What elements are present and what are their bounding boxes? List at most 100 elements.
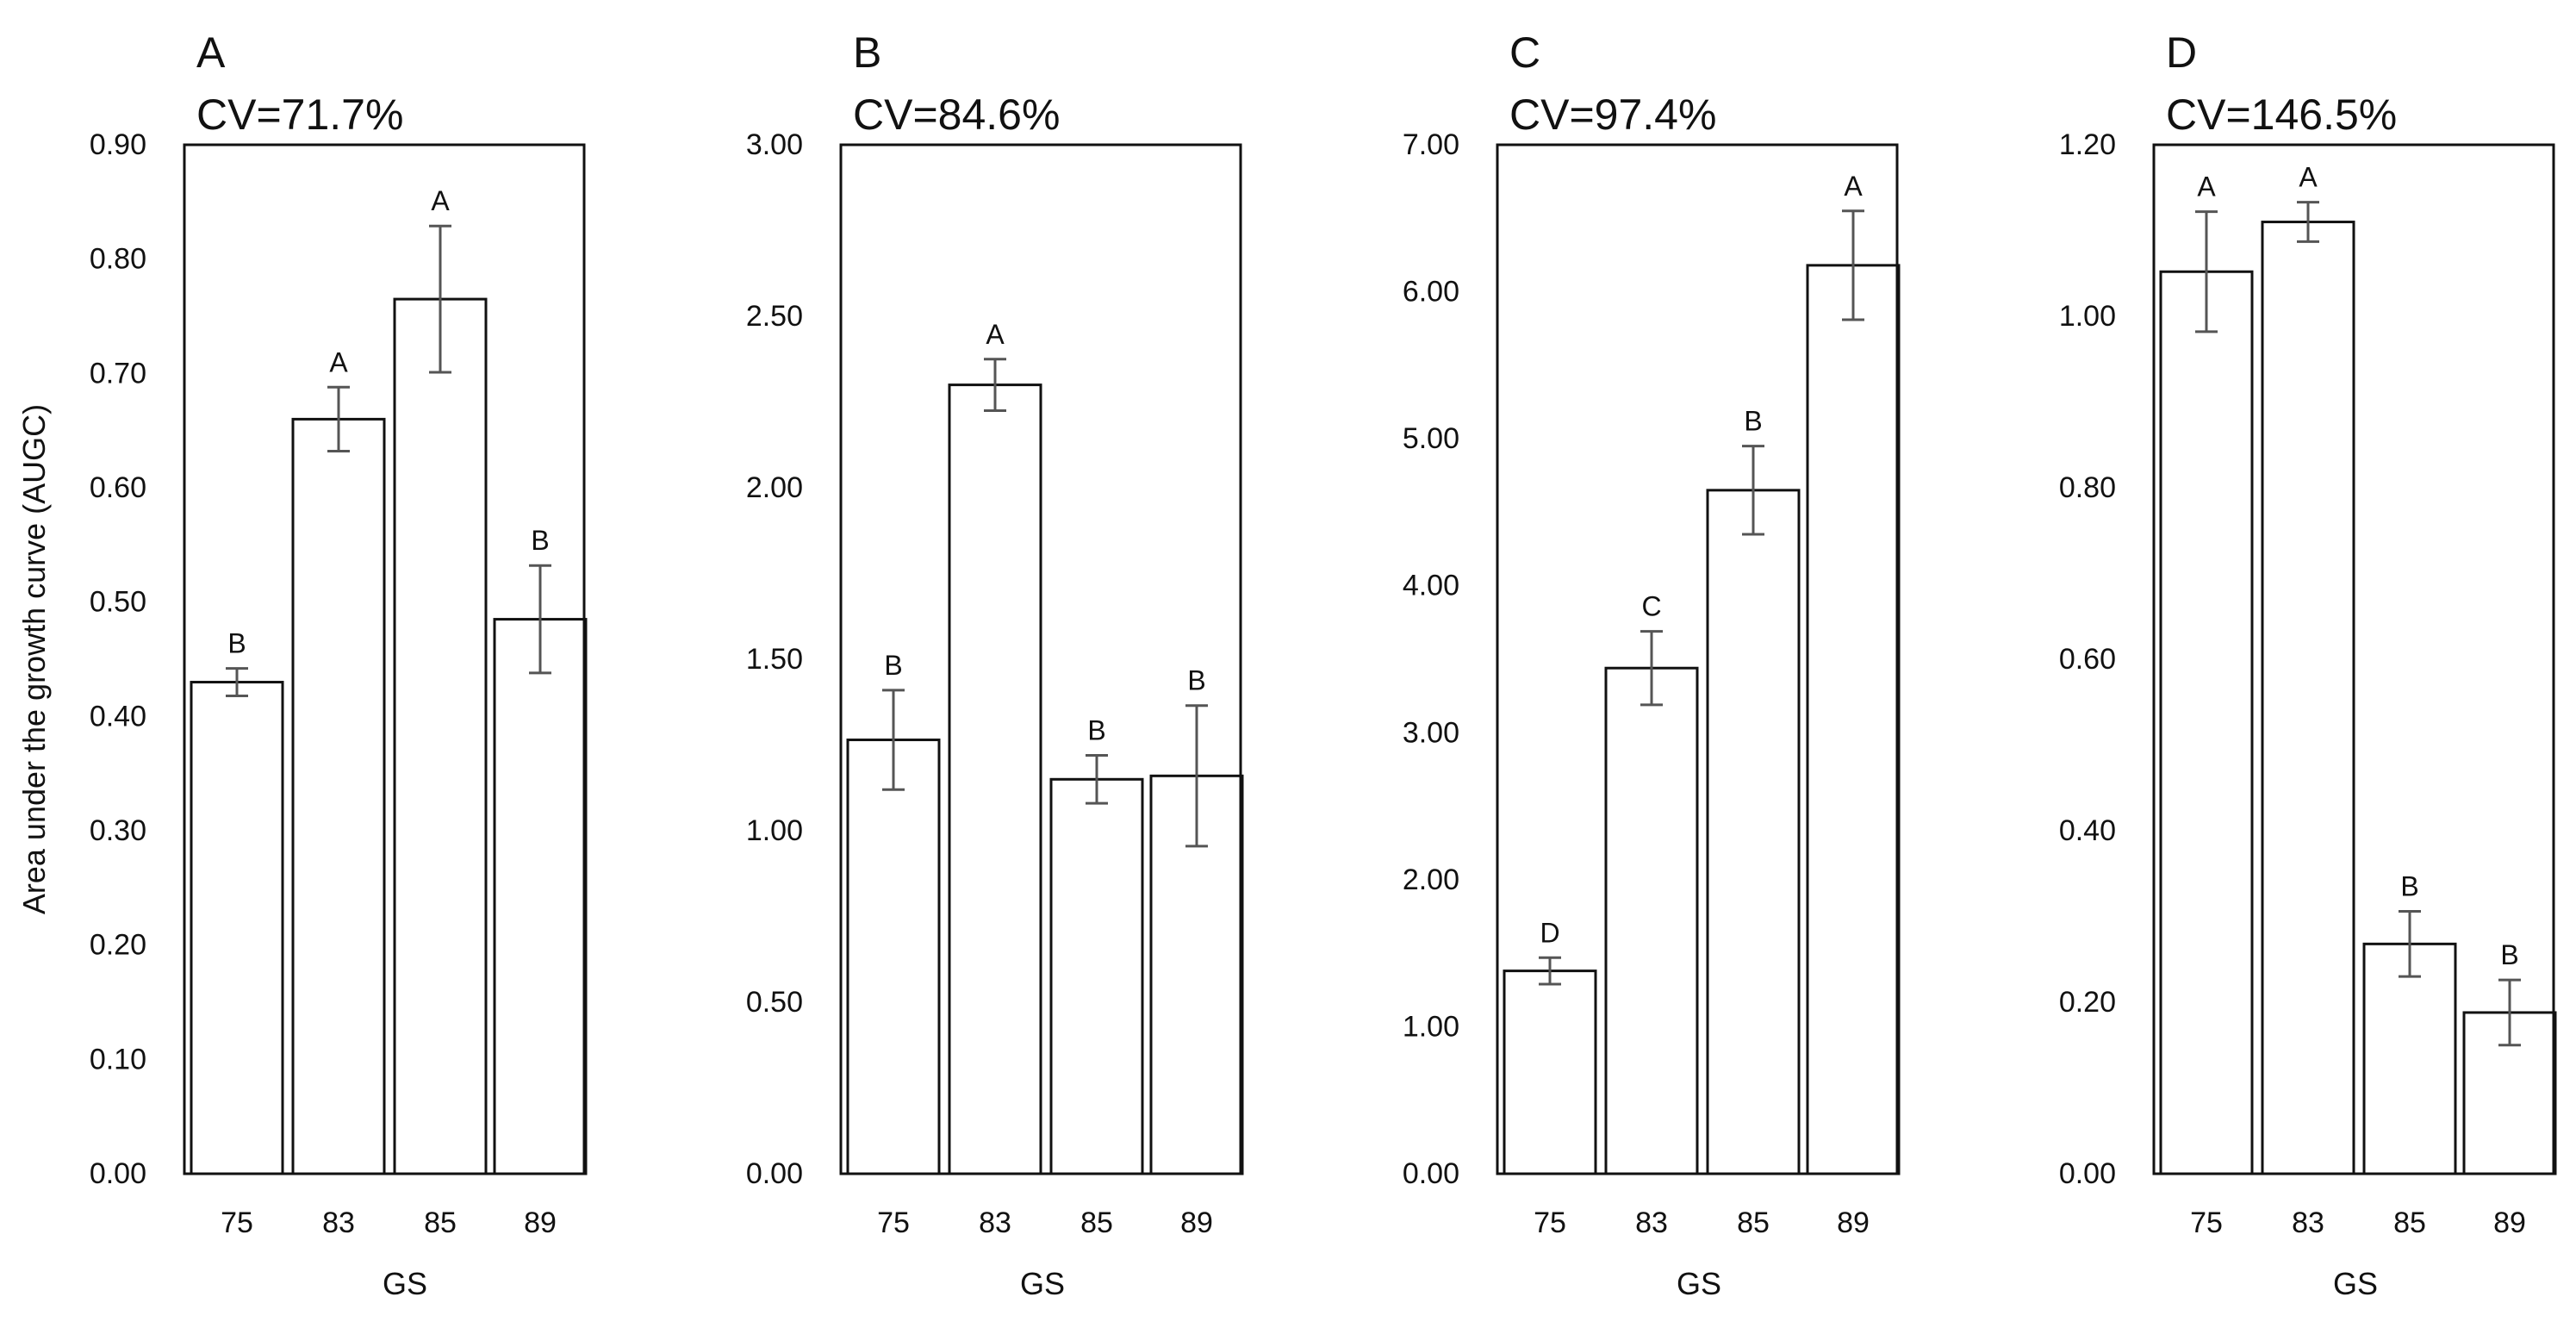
x-tick-label: 83: [979, 1206, 1011, 1239]
panel-c: C CV=97.4% 0.00 1.00 2.00 3.00 4.00 5.00 6.00 7.0…: [1403, 28, 1901, 1301]
significance-letter: A: [431, 185, 450, 216]
significance-letter: A: [986, 319, 1005, 350]
y-tick-label: 0.70: [90, 357, 146, 390]
bar-75: [846, 739, 941, 1175]
panel-d: D CV=146.5% 0.00 0.20 0.40 0.60 0.80 1.00 1.20 A 7…: [2059, 28, 2557, 1301]
significance-letter: C: [1641, 591, 1661, 622]
panel-letter: B: [853, 28, 881, 77]
x-axis-title: GS: [383, 1266, 427, 1301]
y-tick-label: 0.00: [746, 1157, 803, 1190]
y-tick-label: 0.50: [90, 586, 146, 619]
panel-cv-title: CV=146.5%: [2166, 90, 2397, 139]
y-tick-label: 6.00: [1403, 276, 1459, 309]
panel-b: B CV=84.6% 0.00 0.50 1.00 1.50 2.00 2.50 3.00 B 75…: [746, 28, 1244, 1301]
plot-frame: [183, 143, 586, 1175]
bar-75: [190, 681, 284, 1175]
x-tick-label: 85: [424, 1206, 457, 1239]
significance-letter: B: [884, 650, 902, 681]
bar-83: [291, 417, 386, 1175]
panel-a: A CV=71.7% 0.00 0.10 0.20 0.30 0.40 0.50 0.60 0.7…: [16, 28, 588, 1239]
significance-letter: A: [329, 346, 348, 377]
bar-83: [948, 383, 1042, 1175]
y-tick-label: 1.00: [2059, 300, 2116, 333]
panel-letter: D: [2166, 28, 2197, 77]
significance-letter: A: [1844, 171, 1863, 202]
y-tick-label: 0.00: [2059, 1157, 2116, 1190]
y-tick-label: 3.00: [1403, 716, 1459, 749]
plot-frame: [839, 143, 1242, 1175]
y-tick-label: 1.00: [1403, 1010, 1459, 1043]
plot-frame: [1496, 143, 1899, 1175]
bar-85: [1706, 489, 1801, 1175]
x-axis-title: GS: [1677, 1266, 1721, 1301]
x-tick-label: 89: [1837, 1206, 1870, 1239]
significance-letter: B: [227, 628, 246, 659]
panel-cv-title: CV=84.6%: [853, 90, 1060, 139]
y-tick-label: 0.40: [90, 700, 146, 733]
bar-85: [393, 297, 488, 1175]
bar-85: [2362, 942, 2457, 1175]
y-tick-label: 0.60: [90, 471, 146, 504]
y-tick-label: 0.80: [2059, 471, 2116, 504]
y-tick-label: 0.00: [90, 1157, 146, 1190]
y-tick-label: 4.00: [1403, 570, 1459, 602]
y-tick-label: 1.50: [746, 643, 803, 676]
y-tick-label: 0.20: [90, 929, 146, 962]
bar-75: [2159, 270, 2254, 1175]
y-tick-label: 7.00: [1403, 128, 1459, 161]
x-tick-label: 83: [2292, 1206, 2324, 1239]
significance-letter: B: [2500, 939, 2518, 970]
bar-75: [1503, 970, 1597, 1175]
x-tick-label: 85: [2393, 1206, 2426, 1239]
significance-letter: D: [1540, 917, 1559, 948]
bar-89: [493, 618, 588, 1175]
y-tick-label: 0.20: [2059, 986, 2116, 1019]
y-tick-label: 0.60: [2059, 643, 2116, 676]
x-tick-label: 75: [221, 1206, 253, 1239]
x-tick-label: 89: [2493, 1206, 2526, 1239]
significance-letter: A: [2299, 162, 2318, 193]
significance-letter: B: [1744, 406, 1762, 437]
y-tick-label: 1.00: [746, 814, 803, 847]
x-axis-title: GS: [2333, 1266, 2378, 1301]
y-tick-label: 5.00: [1403, 422, 1459, 455]
y-tick-label: 0.10: [90, 1043, 146, 1075]
panel-letter: A: [196, 28, 226, 77]
x-tick-label: 83: [322, 1206, 355, 1239]
x-axis-title: GS: [1020, 1266, 1065, 1301]
y-tick-label: 0.00: [1403, 1157, 1459, 1190]
significance-letter: B: [531, 525, 549, 556]
y-tick-label: 2.00: [1403, 864, 1459, 896]
x-tick-label: 89: [1180, 1206, 1213, 1239]
x-tick-label: 75: [877, 1206, 910, 1239]
bar-85: [1049, 777, 1144, 1175]
y-tick-label: 0.30: [90, 814, 146, 847]
y-tick-label: 3.00: [746, 128, 803, 161]
bar-89: [1806, 264, 1901, 1175]
significance-letter: B: [1087, 714, 1105, 745]
y-tick-label: 0.50: [746, 986, 803, 1019]
y-tick-label: 2.50: [746, 300, 803, 333]
y-tick-label: 0.40: [2059, 814, 2116, 847]
x-tick-label: 75: [1534, 1206, 1566, 1239]
x-tick-label: 85: [1080, 1206, 1113, 1239]
panel-letter: C: [1509, 28, 1540, 77]
y-tick-label: 0.90: [90, 128, 146, 161]
y-tick-label: 2.00: [746, 471, 803, 504]
y-tick-label: 1.20: [2059, 128, 2116, 161]
x-tick-label: 89: [524, 1206, 557, 1239]
y-axis-title: Area under the growth curve (AUGC): [16, 404, 52, 914]
x-tick-label: 85: [1737, 1206, 1770, 1239]
x-tick-label: 75: [2190, 1206, 2223, 1239]
significance-letter: A: [2197, 171, 2216, 203]
significance-letter: B: [1187, 665, 1205, 696]
x-tick-label: 83: [1635, 1206, 1668, 1239]
significance-letter: B: [2400, 871, 2418, 902]
y-tick-label: 0.80: [90, 243, 146, 276]
bar-83: [2261, 221, 2355, 1175]
plot-frame: [2152, 143, 2555, 1175]
bar-83: [1604, 666, 1699, 1175]
panel-cv-title: CV=97.4%: [1509, 90, 1716, 139]
panel-cv-title: CV=71.7%: [196, 90, 403, 139]
